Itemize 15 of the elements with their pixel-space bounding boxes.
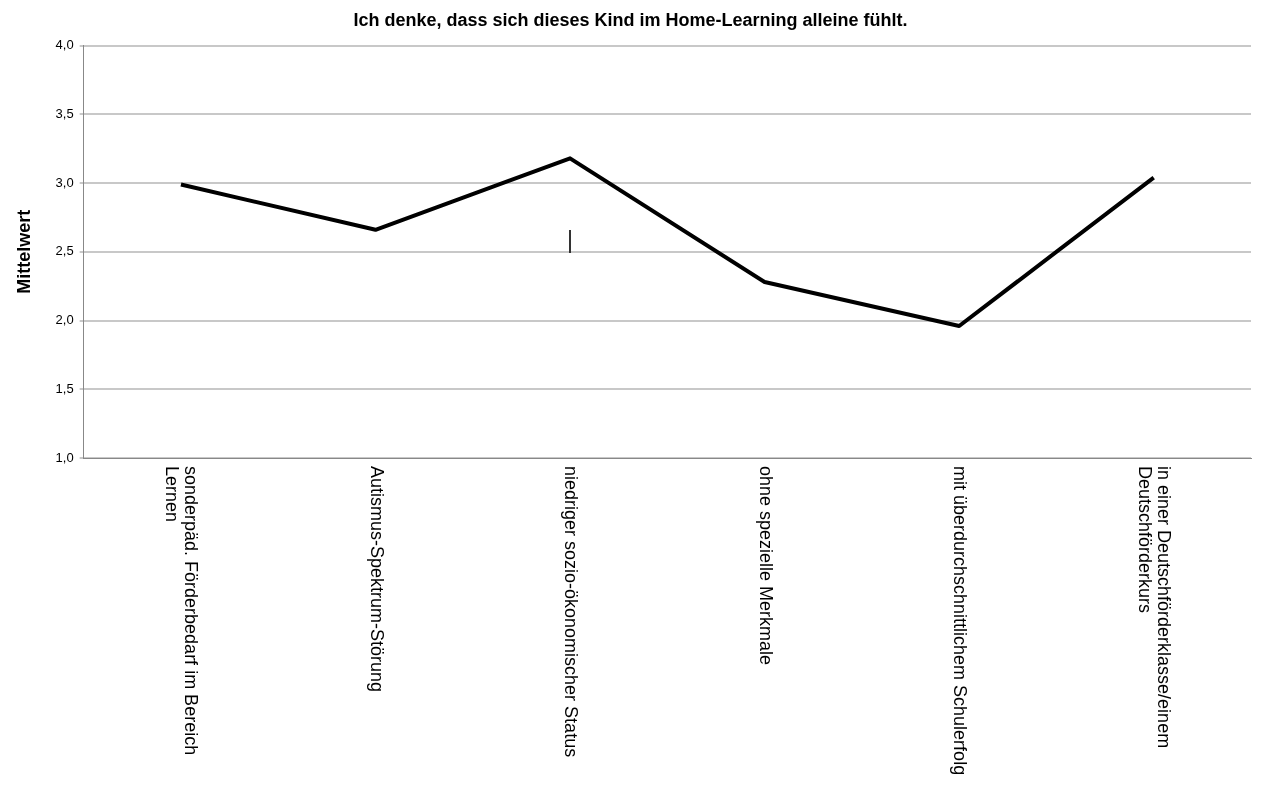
y-tick-label: 4,0 (55, 37, 74, 53)
y-tick-label: 2,5 (55, 243, 74, 259)
y-tick-label: 3,0 (55, 174, 74, 190)
y-tick-label: 2,0 (55, 312, 74, 328)
y-tick-label: 1,5 (55, 380, 74, 396)
x-tick-label: Autismus-Spektrum-Störung (366, 466, 387, 693)
y-axis-title: Mittelwert (13, 209, 34, 294)
y-tick-label: 1,0 (55, 449, 74, 465)
y-tick-label: 3,5 (55, 105, 74, 121)
x-tick-label: in einer Deutschförderklasse/einem Deutschförderkurs (1135, 466, 1175, 749)
x-tick-label: sonderpäd. Förderbedarf im Bereich Lernen (162, 466, 202, 756)
x-tick-label: ohne spezielle Merkmale (755, 466, 776, 666)
x-tick-label: niedriger sozio-ökonomischer Status (561, 466, 582, 758)
chart-title: Ich denke, dass sich dieses Kind im Home-Learning alleine fühlt. (353, 9, 908, 30)
x-tick-label: mit überdurchschnittlichem Schulerfolg (950, 466, 971, 776)
